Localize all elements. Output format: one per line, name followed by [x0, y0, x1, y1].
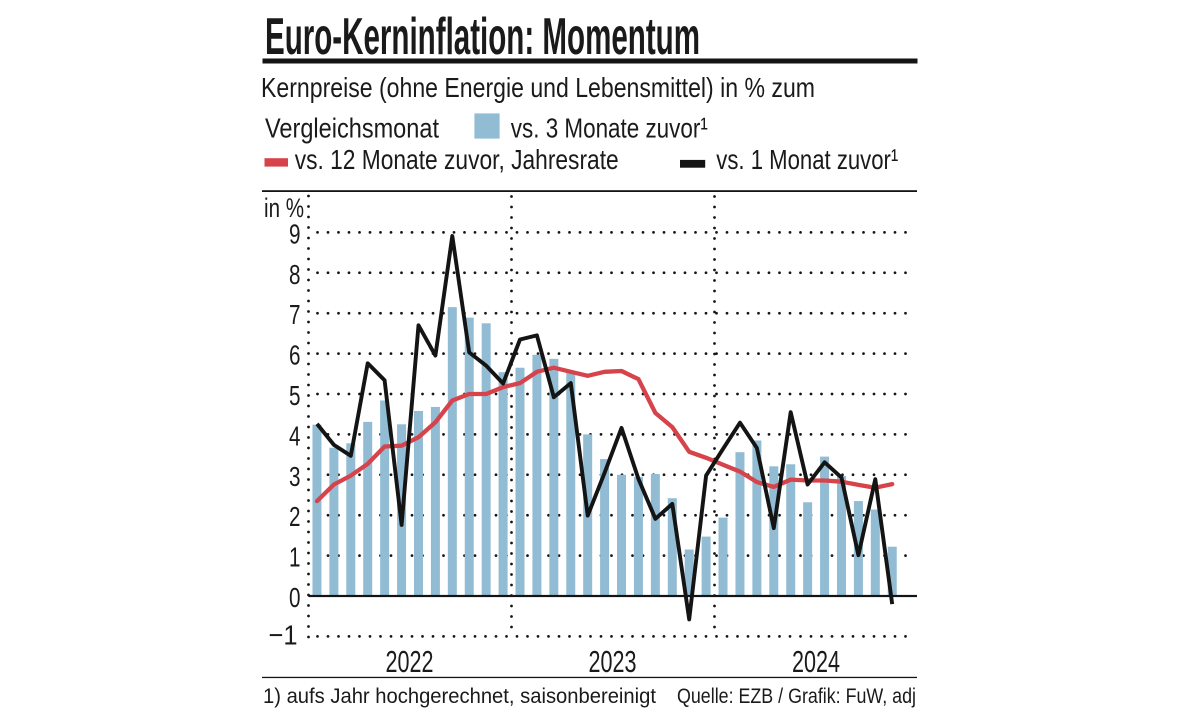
svg-text:3: 3	[289, 461, 301, 492]
svg-text:2022: 2022	[386, 644, 434, 679]
svg-text:vs. 12 Monate zuvor, Jahresrat: vs. 12 Monate zuvor, Jahresrate	[295, 144, 619, 175]
svg-text:−1: −1	[269, 619, 298, 650]
svg-text:0: 0	[289, 582, 301, 613]
svg-text:2: 2	[289, 501, 301, 532]
svg-text:1) aufs Jahr hochgerechnet, sa: 1) aufs Jahr hochgerechnet, saisonberein…	[263, 684, 656, 708]
svg-text:9: 9	[289, 218, 301, 249]
svg-text:5: 5	[289, 380, 301, 411]
svg-text:4: 4	[289, 420, 301, 451]
svg-text:1: 1	[289, 542, 301, 573]
svg-text:Vergleichsmonat: Vergleichsmonat	[265, 113, 439, 144]
svg-text:Quelle: EZB / Grafik: FuW, adj: Quelle: EZB / Grafik: FuW, adj	[677, 684, 916, 708]
svg-text:Euro-Kerninflation: Momentum: Euro-Kerninflation: Momentum	[265, 8, 700, 66]
svg-text:7: 7	[289, 299, 301, 330]
svg-text:6: 6	[289, 340, 301, 371]
svg-text:Kernpreise (ohne Energie und L: Kernpreise (ohne Energie und Lebensmitte…	[261, 72, 815, 103]
svg-text:vs. 3 Monate zuvor¹: vs. 3 Monate zuvor¹	[511, 113, 708, 144]
svg-text:in %: in %	[264, 193, 304, 223]
svg-text:2023: 2023	[589, 644, 637, 679]
svg-text:vs. 1 Monat zuvor¹: vs. 1 Monat zuvor¹	[716, 144, 898, 175]
svg-text:2024: 2024	[792, 644, 840, 679]
svg-text:8: 8	[289, 259, 301, 290]
